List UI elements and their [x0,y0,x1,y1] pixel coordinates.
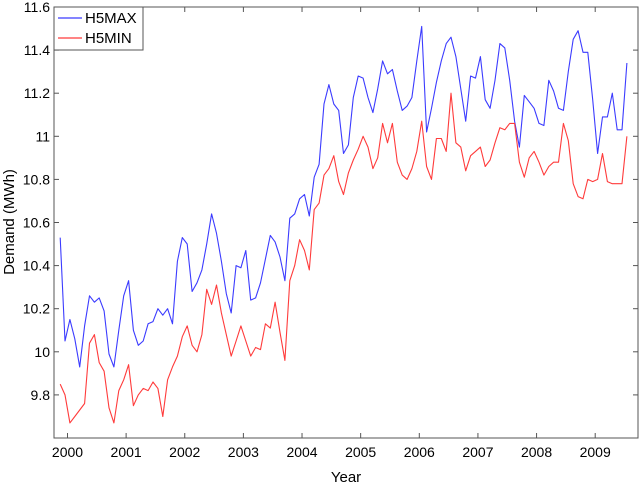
series-layer [59,25,628,424]
x-axis-ticks: 2000 2001 2002 2003 2004 2005 2006 2007 2008 2009 [52,7,611,460]
x-tick-label: 2003 [228,444,259,460]
x-tick-label: 2007 [462,444,493,460]
series-line-h5max [59,25,628,368]
y-tick-label: 11.6 [24,0,50,15]
x-tick-label: 2008 [521,444,552,460]
x-tick-label: 2005 [345,444,376,460]
y-tick-label: 11 [35,128,50,144]
x-tick-label: 2006 [404,444,435,460]
legend-label-h5max: H5MAX [85,10,137,27]
x-tick-label: 2001 [111,444,142,460]
y-tick-label: 10.6 [23,215,50,231]
y-tick-label: 10.8 [23,171,50,187]
legend: H5MAX H5MIN [53,6,144,51]
y-tick-label: 11.2 [24,85,50,101]
axes-frame [53,6,639,439]
x-tick-label: 2002 [169,444,200,460]
y-tick-label: 11.4 [24,42,50,58]
y-axis-ticks: 9.8 10 10.2 10.4 10.6 10.8 11 11.2 11.4 11.6 [23,0,638,403]
y-tick-label: 10.2 [23,301,50,317]
plot-area [54,7,638,438]
x-tick-label: 2009 [580,444,611,460]
x-tick-label: 2000 [52,444,83,460]
x-axis-title: Year [331,469,361,485]
y-tick-label: 10 [34,344,50,360]
x-tick-label: 2004 [286,444,317,460]
y-tick-label: 9.8 [31,387,51,403]
y-axis-title: Demand (MWh) [1,169,18,275]
legend-box [53,6,144,51]
legend-label-h5min: H5MIN [85,30,132,47]
y-tick-label: 10.4 [23,258,50,274]
series-line-h5min [59,92,628,424]
